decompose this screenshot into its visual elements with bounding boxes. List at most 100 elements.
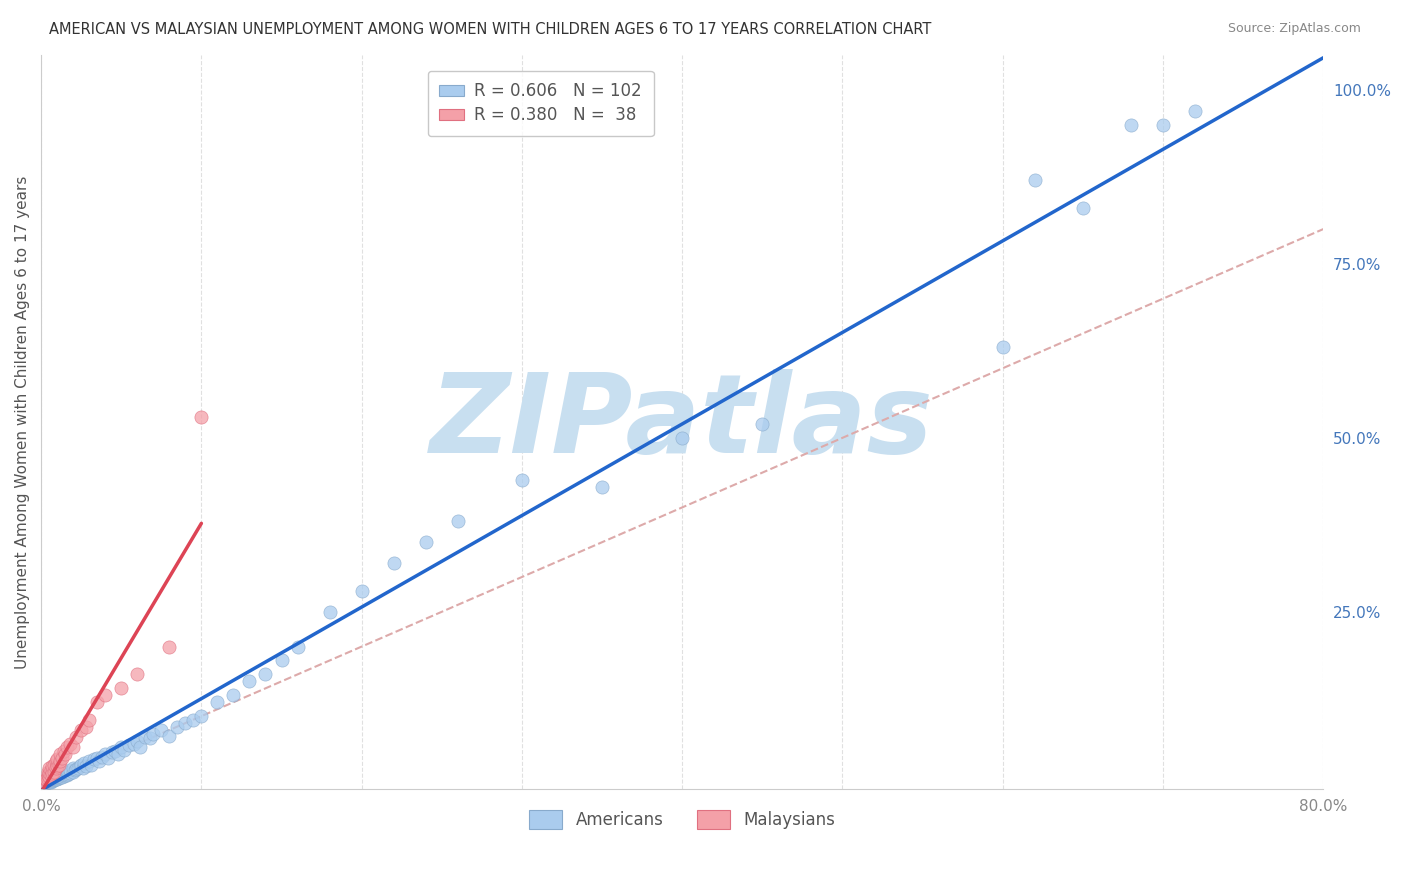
Point	[39, 773, 62, 788]
Point	[86, 751, 108, 765]
Point	[59, 737, 82, 751]
Point	[122, 737, 145, 751]
Point	[42, 773, 65, 788]
Point	[44, 772, 66, 786]
Point	[51, 770, 73, 784]
Point	[75, 759, 97, 773]
Point	[37, 775, 59, 789]
Point	[42, 772, 65, 786]
Point	[63, 764, 86, 778]
Point	[142, 726, 165, 740]
Point	[104, 744, 127, 758]
Point	[222, 688, 245, 702]
Point	[86, 695, 108, 709]
Point	[591, 479, 613, 493]
Point	[46, 770, 69, 784]
Point	[42, 771, 65, 785]
Point	[318, 605, 340, 619]
Point	[38, 775, 60, 789]
Point	[37, 772, 59, 786]
Point	[94, 688, 117, 702]
Point	[37, 764, 59, 779]
Point	[51, 751, 73, 765]
Point	[73, 756, 96, 771]
Point	[49, 747, 72, 762]
Text: ZIPatlas: ZIPatlas	[430, 368, 934, 475]
Point	[72, 761, 94, 775]
Point	[41, 773, 63, 788]
Text: Source: ZipAtlas.com: Source: ZipAtlas.com	[1227, 22, 1361, 36]
Point	[46, 769, 69, 783]
Point	[58, 767, 80, 781]
Point	[447, 514, 470, 528]
Point	[59, 764, 82, 778]
Point	[42, 757, 65, 772]
Point	[34, 774, 56, 789]
Point	[100, 745, 122, 759]
Point	[83, 752, 105, 766]
Point	[41, 772, 63, 787]
Point	[91, 749, 114, 764]
Point	[46, 771, 69, 785]
Point	[44, 755, 66, 769]
Point	[59, 766, 82, 780]
Point	[55, 740, 77, 755]
Point	[46, 771, 69, 785]
Point	[62, 740, 84, 755]
Point	[157, 640, 180, 654]
Point	[238, 674, 260, 689]
Point	[35, 773, 58, 788]
Point	[37, 768, 59, 782]
Point	[52, 744, 75, 758]
Point	[77, 713, 100, 727]
Point	[38, 774, 60, 789]
Point	[62, 764, 84, 779]
Point	[1071, 201, 1094, 215]
Y-axis label: Unemployment Among Women with Children Ages 6 to 17 years: Unemployment Among Women with Children A…	[15, 176, 30, 669]
Point	[42, 772, 65, 787]
Point	[38, 766, 60, 780]
Point	[46, 759, 69, 773]
Point	[751, 417, 773, 431]
Point	[1184, 103, 1206, 118]
Point	[415, 535, 437, 549]
Point	[39, 764, 62, 778]
Point	[350, 583, 373, 598]
Point	[70, 757, 93, 772]
Point	[52, 767, 75, 781]
Point	[671, 431, 693, 445]
Point	[41, 766, 63, 780]
Point	[38, 771, 60, 785]
Point	[1024, 173, 1046, 187]
Point	[190, 409, 212, 424]
Point	[127, 733, 149, 747]
Point	[77, 755, 100, 769]
Point	[44, 761, 66, 775]
Point	[97, 751, 120, 765]
Point	[134, 730, 156, 744]
Point	[38, 761, 60, 775]
Text: AMERICAN VS MALAYSIAN UNEMPLOYMENT AMONG WOMEN WITH CHILDREN AGES 6 TO 17 YEARS : AMERICAN VS MALAYSIAN UNEMPLOYMENT AMONG…	[49, 22, 932, 37]
Point	[58, 764, 80, 779]
Point	[41, 773, 63, 788]
Point	[110, 740, 132, 755]
Point	[41, 759, 63, 773]
Point	[157, 729, 180, 743]
Point	[183, 713, 205, 727]
Point	[37, 774, 59, 789]
Point	[150, 723, 173, 737]
Point	[65, 762, 87, 776]
Point	[80, 757, 103, 772]
Point	[65, 730, 87, 744]
Point	[107, 747, 129, 762]
Point	[110, 681, 132, 696]
Point	[48, 768, 70, 782]
Point	[69, 759, 91, 773]
Point	[44, 772, 66, 787]
Point	[118, 739, 141, 753]
Point	[129, 740, 152, 755]
Point	[46, 772, 69, 786]
Point	[127, 667, 149, 681]
Point	[38, 773, 60, 788]
Point	[49, 769, 72, 783]
